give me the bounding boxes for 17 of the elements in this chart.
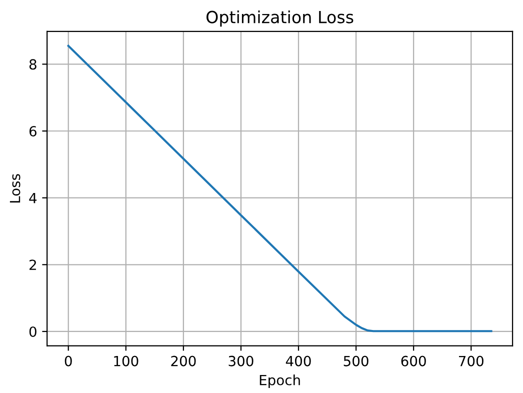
line-series xyxy=(67,44,492,332)
x-tick-label: 600 xyxy=(401,356,426,366)
x-tick-label: 300 xyxy=(228,356,254,366)
x-tick-label: 200 xyxy=(171,356,196,366)
x-tick-label: 700 xyxy=(459,356,484,366)
y-tick-label: 2 xyxy=(30,260,36,270)
y-tick-label: 6 xyxy=(29,126,36,136)
x-axis-title: Epoch xyxy=(260,374,300,388)
x-tick-label: 0 xyxy=(64,356,72,366)
x-tick-label: 100 xyxy=(114,356,138,366)
y-tick-label: 0 xyxy=(29,326,36,337)
x-tick-label: 400 xyxy=(286,356,311,366)
y-axis-title: Loss xyxy=(10,174,20,203)
x-tick-label: 500 xyxy=(344,356,368,366)
y-tick-label: 8 xyxy=(29,59,36,70)
chart-title: Optimization Loss xyxy=(206,10,354,27)
y-tick-label: 4 xyxy=(29,192,37,204)
